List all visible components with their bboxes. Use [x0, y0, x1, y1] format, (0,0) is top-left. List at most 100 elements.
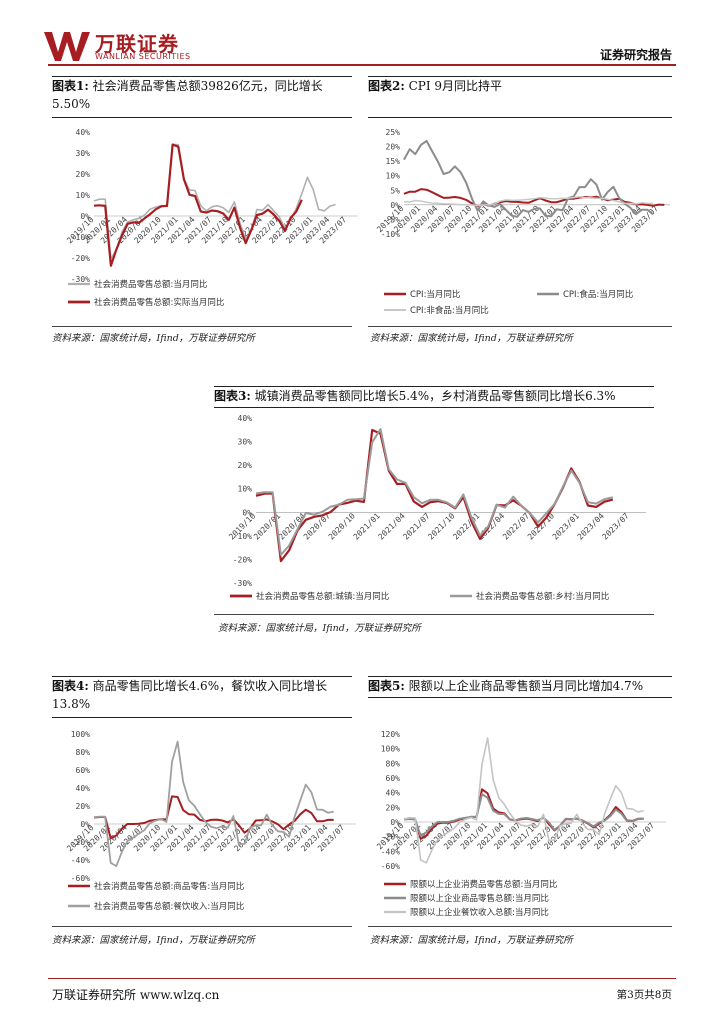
y-tick-label: -40% [71, 856, 90, 865]
y-tick-label: 0% [80, 212, 90, 221]
chart-above-quota: 120%100%80%60%40%20%0%-20%-40%-60%2019/1… [375, 730, 666, 918]
source-divider-1 [52, 326, 352, 327]
footer-institute: 万联证券研究所 www.wlzq.cn [52, 988, 220, 1002]
figure-1-title: 社会消费品零售总额39826亿元，同比增长5.50% [52, 79, 323, 111]
y-tick-label: -10% [71, 233, 90, 242]
figure-5-source: 资料来源：国家统计局，Ifind，万联证券研究所 [370, 935, 573, 946]
figure-1-caption: 图表1: 社会消费品零售总额39826亿元，同比增长5.50% [52, 76, 352, 118]
series-line-2 [93, 740, 334, 868]
series-line-2 [255, 428, 614, 556]
legend-label: 社会消费品零售总额:实际当月同比 [94, 297, 224, 308]
page-number: 第3页共8页 [616, 989, 672, 1001]
report-type: 证券研究报告 [599, 48, 672, 62]
figure-2-label: 图表2: [368, 79, 405, 93]
legend-label: 社会消费品零售总额:当月同比 [94, 279, 207, 290]
y-tick-label: -20% [233, 555, 252, 564]
header-divider [48, 64, 676, 66]
figure-5-label: 图表5: [368, 679, 405, 693]
logo-en: WANLIAN SECURITIES [95, 52, 191, 61]
legend-label: 限额以上企业消费品零售总额:当月同比 [410, 879, 557, 890]
y-tick-label: 60% [76, 766, 91, 775]
y-tick-label: -10% [381, 230, 400, 239]
figure-3-caption: 图表3: 城镇消费品零售额同比增长5.4%，乡村消费品零售额同比增长6.3% [214, 386, 654, 408]
y-tick-label: -60% [71, 874, 90, 883]
source-divider-5 [368, 926, 672, 927]
figure-3-label: 图表3: [214, 389, 251, 403]
y-tick-label: -20% [381, 833, 400, 842]
series-line-2 [403, 140, 654, 218]
legend-label: 限额以上企业餐饮收入总额:当月同比 [410, 907, 549, 918]
y-tick-label: 80% [76, 748, 91, 757]
source-divider-4 [52, 926, 352, 927]
figure-5-title: 限额以上企业商品零售额当月同比增加4.7% [408, 679, 644, 693]
y-tick-label: -20% [71, 254, 90, 263]
y-tick-label: -60% [381, 862, 400, 871]
figure-3-title: 城镇消费品零售额同比增长5.4%，乡村消费品零售额同比增长6.3% [254, 389, 616, 403]
source-divider-2 [368, 326, 672, 327]
y-tick-label: 100% [381, 745, 400, 754]
y-tick-label: 25% [386, 128, 401, 137]
legend-label: 社会消费品零售总额:城镇:当月同比 [256, 591, 389, 602]
x-tick-label: 2023/07 [601, 511, 631, 541]
y-tick-label: 30% [76, 149, 91, 158]
logo-cn: 万联证券 [95, 32, 179, 56]
y-tick-label: 100% [71, 730, 90, 739]
y-tick-label: 20% [76, 170, 91, 179]
y-tick-label: -20% [71, 838, 90, 847]
series-line-3 [404, 195, 653, 207]
figure-4-label: 图表4: [52, 679, 89, 693]
y-tick-label: 40% [76, 784, 91, 793]
legend-label: CPI:当月同比 [410, 289, 460, 300]
figure-3-source: 资料来源：国家统计局，Ifind，万联证券研究所 [218, 623, 421, 634]
legend-label: 社会消费品零售总额:乡村:当月同比 [476, 591, 609, 602]
y-tick-label: 0% [242, 508, 252, 517]
y-tick-label: 10% [386, 172, 401, 181]
y-tick-label: 15% [386, 157, 401, 166]
y-tick-label: 0% [80, 820, 90, 829]
figure-2-source: 资料来源：国家统计局，Ifind，万联证券研究所 [370, 333, 573, 344]
y-tick-label: 0% [390, 201, 400, 210]
y-tick-label: 20% [238, 461, 253, 470]
legend-label: 社会消费品零售总额:商品零售:当月同比 [94, 881, 244, 892]
y-tick-label: 60% [386, 774, 401, 783]
legend-label: 社会消费品零售总额:餐饮收入:当月同比 [94, 901, 244, 912]
chart-cpi: 25%20%15%10%5%0%-5%-10%2019/102020/01202… [375, 128, 670, 316]
chart-urban-rural: 40%30%20%10%0%-10%-20%-30%2019/102020/01… [227, 414, 646, 602]
y-tick-label: 120% [381, 730, 400, 739]
figure-4-source: 资料来源：国家统计局，Ifind，万联证券研究所 [52, 935, 255, 946]
series-line-2 [93, 143, 303, 267]
chart-retail-sales: 40%30%20%10%0%-10%-20%-30%2019/102020/01… [65, 128, 358, 308]
legend-label: CPI:非食品:当月同比 [410, 305, 489, 316]
legend-label: CPI:食品:当月同比 [563, 289, 633, 300]
y-tick-label: 40% [386, 789, 401, 798]
figure-1-label: 图表1: [52, 79, 89, 93]
y-tick-label: 40% [76, 128, 91, 137]
y-tick-label: -30% [71, 275, 90, 284]
y-tick-label: 40% [238, 414, 253, 423]
figure-2-caption: 图表2: CPI 9月同比持平 [368, 76, 672, 118]
y-tick-label: -10% [233, 532, 252, 541]
series-line-3 [403, 737, 644, 864]
y-tick-label: -40% [381, 847, 400, 856]
y-tick-label: 20% [386, 143, 401, 152]
y-tick-label: 10% [76, 191, 91, 200]
series-line-2 [403, 793, 644, 837]
figure-5-caption: 图表5: 限额以上企业商品零售额当月同比增加4.7% [368, 676, 672, 698]
source-divider-3 [214, 614, 654, 615]
y-tick-label: -5% [386, 215, 401, 224]
figure-4-caption: 图表4: 商品零售同比增长4.6%，餐饮收入同比增长13.8% [52, 676, 352, 718]
figure-2-title: CPI 9月同比持平 [408, 79, 503, 93]
y-tick-label: 30% [238, 438, 253, 447]
y-tick-label: 80% [386, 759, 401, 768]
legend-label: 限额以上企业商品零售总额:当月同比 [410, 893, 549, 904]
y-tick-label: 20% [386, 803, 401, 812]
y-tick-label: 5% [390, 186, 400, 195]
y-tick-label: -30% [233, 579, 252, 588]
figure-1-source: 资料来源：国家统计局，Ifind，万联证券研究所 [52, 333, 255, 344]
chart-goods-catering: 100%80%60%40%20%0%-20%-40%-60%2019/10202… [65, 730, 356, 912]
y-tick-label: 0% [390, 818, 400, 827]
series-line-1 [93, 143, 336, 260]
wanlian-logo-icon [44, 32, 90, 61]
y-tick-label: 10% [238, 485, 253, 494]
figure-4-title: 商品零售同比增长4.6%，餐饮收入同比增长13.8% [52, 679, 328, 711]
